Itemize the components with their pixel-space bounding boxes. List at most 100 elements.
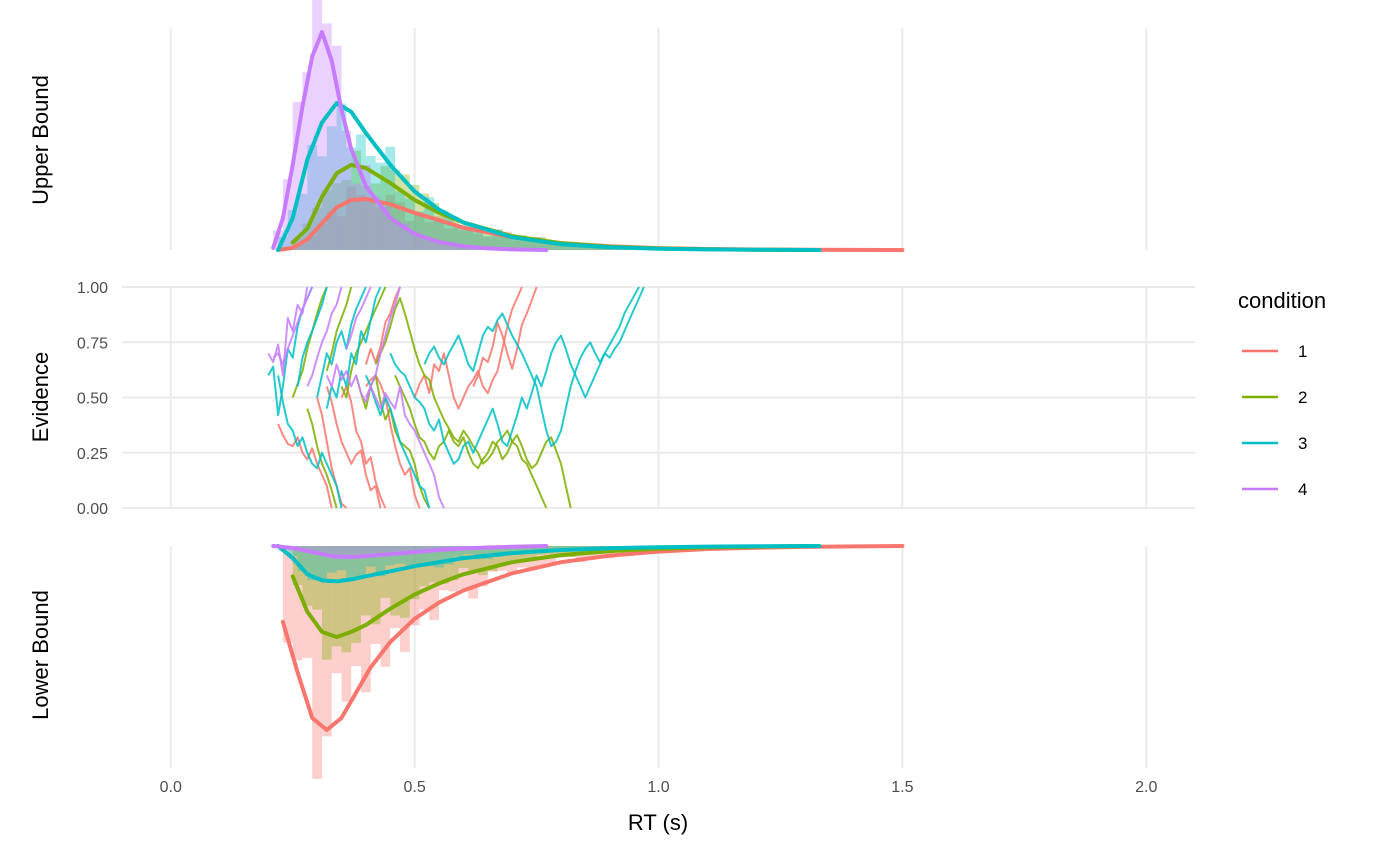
upper-hist-bar-c4 xyxy=(341,130,352,250)
lower-hist-bar-c1 xyxy=(546,546,557,563)
lower-hist-bar-c1 xyxy=(409,546,420,626)
upper-hist-bar-c2 xyxy=(360,185,371,250)
lower-hist-bar-c4 xyxy=(380,546,391,554)
upper-hist-bar-c2 xyxy=(341,179,352,250)
lower-hist-bar-c3 xyxy=(541,546,552,551)
upper-hist-bar-c3 xyxy=(502,235,513,250)
x-tick-label: 0.5 xyxy=(404,779,426,796)
lower-hist-bar-c3 xyxy=(502,546,513,556)
evidence-path-c4-25 xyxy=(306,286,343,387)
upper-hist-bar-c4 xyxy=(448,243,459,250)
gridlines xyxy=(122,28,1195,768)
evidence-path-c3-15 xyxy=(267,286,314,417)
evidence-path-c3-18 xyxy=(316,286,367,398)
lower-hist-bar-c1 xyxy=(302,546,313,658)
lower-hist-bar-c2 xyxy=(448,546,459,581)
lower-hist-bar-c3 xyxy=(453,546,464,557)
upper-hist-bar-c3 xyxy=(492,229,503,250)
lower-hist-bar-c2 xyxy=(351,546,361,643)
lower-hist-bar-c3 xyxy=(297,546,308,571)
upper-hist-bar-c1 xyxy=(531,237,542,250)
upper-hist-bar-c3 xyxy=(463,223,474,250)
lower-hist-bar-c4 xyxy=(360,546,371,558)
lower-hist-bar-c1 xyxy=(282,546,293,643)
lower-hist-bar-c3 xyxy=(473,546,483,560)
upper-hist-bar-c3 xyxy=(541,240,552,250)
upper-hist-bar-c2 xyxy=(585,246,596,250)
lower-hist-bar-c4 xyxy=(341,546,352,559)
upper-hist-bar-c3 xyxy=(531,237,542,250)
upper-hist-bar-c4 xyxy=(458,247,469,250)
lower-hist-bar-c4 xyxy=(312,546,322,554)
upper-hist-bar-c4 xyxy=(409,230,420,250)
upper-hist-bar-c4 xyxy=(273,230,283,250)
lower-hist-bar-c3 xyxy=(560,546,571,549)
upper-hist-bar-c1 xyxy=(541,242,552,250)
upper-hist-bar-c3 xyxy=(317,156,327,250)
upper-hist-bar-c1 xyxy=(346,186,357,250)
lower-density-c4 xyxy=(271,544,549,560)
upper-hist-bar-c3 xyxy=(287,210,298,250)
upper-hist-bar-c3 xyxy=(482,235,493,250)
lower-hist-bar-c3 xyxy=(434,546,444,568)
lower-hist-bar-c4 xyxy=(429,546,440,551)
upper-hist-bar-c3 xyxy=(560,245,571,250)
lower-hist-bar-c4 xyxy=(400,546,410,552)
upper-hist-bar-c4 xyxy=(292,102,303,250)
upper-hist-bar-c1 xyxy=(560,243,571,250)
lower-hist-bar-c4 xyxy=(419,546,430,552)
upper-hist-bar-c2 xyxy=(419,193,430,250)
lower-hist-bar-c1 xyxy=(321,546,332,737)
x-tick-label: 1.5 xyxy=(891,779,913,796)
evidence-path-c3-16 xyxy=(277,375,343,509)
lower-panel-ylabel: Lower Bound xyxy=(28,590,53,720)
x-tick-label: 1.0 xyxy=(647,779,669,796)
upper-hist-bar-c1 xyxy=(385,194,396,250)
upper-hist-bar-c4 xyxy=(370,195,381,250)
evidence-y-tick-label: 1.00 xyxy=(77,280,108,297)
lower-hist-bar-c1 xyxy=(419,546,430,610)
evidence-path-c4-28 xyxy=(364,286,401,398)
upper-hist-bar-c1 xyxy=(502,231,513,250)
upper-hist-bar-c4 xyxy=(282,179,293,250)
evidence-path-c1-2 xyxy=(325,386,382,509)
upper-hist-bar-c2 xyxy=(546,244,557,250)
lower-hist-bar-c1 xyxy=(478,546,488,587)
upper-hist-bar-c3 xyxy=(395,191,405,250)
legend-title: condition xyxy=(1238,288,1326,313)
lower-hist-bar-c1 xyxy=(517,546,527,568)
lower-hist-bar-c1 xyxy=(351,546,361,667)
upper-hist-bar-c2 xyxy=(448,216,459,250)
evidence-path-c1-0 xyxy=(277,423,333,509)
lower-hist-bar-c3 xyxy=(307,546,318,581)
lower-hist-bar-c1 xyxy=(341,546,352,702)
upper-hist-bar-c3 xyxy=(570,245,581,250)
evidence-y-tick-label: 0.00 xyxy=(77,501,108,518)
upper-hist-bar-c1 xyxy=(326,211,337,250)
lower-hist-bar-c3 xyxy=(512,546,522,554)
evidence-path-c2-14 xyxy=(394,374,572,509)
lower-hist-bar-c3 xyxy=(424,546,435,567)
upper-hist-bar-c4 xyxy=(360,164,371,250)
evidence-path-c1-3 xyxy=(340,385,387,509)
upper-hist-bar-c2 xyxy=(380,166,391,250)
lower-hist-bar-c1 xyxy=(497,546,508,571)
upper-hist-bar-c2 xyxy=(526,240,537,250)
evidence-path-c4-26 xyxy=(325,363,445,509)
lower-hist-bar-c3 xyxy=(521,546,532,554)
lower-hist-bar-c1 xyxy=(331,546,342,674)
upper-hist-bar-c3 xyxy=(365,156,376,250)
axes: 0.00 0.25 0.50 0.75 1.00 0.0 0.5 1.0 1.5 2.0 xyxy=(77,280,1158,796)
upper-hist-bar-c2 xyxy=(390,170,401,250)
lower-hist-bar-c3 xyxy=(414,546,425,566)
evidence-path-c2-13 xyxy=(374,297,548,509)
evidence-path-c3-20 xyxy=(364,375,431,509)
upper-hist-bar-c1 xyxy=(492,229,503,250)
upper-hist-bar-c1 xyxy=(307,236,318,250)
lower-hist-bar-c1 xyxy=(429,546,440,621)
upper-hist-bar-c1 xyxy=(482,237,493,250)
upper-hist-bar-c2 xyxy=(331,183,342,250)
lower-hist-bar-c2 xyxy=(341,546,352,653)
upper-hist-bar-c4 xyxy=(321,23,332,250)
